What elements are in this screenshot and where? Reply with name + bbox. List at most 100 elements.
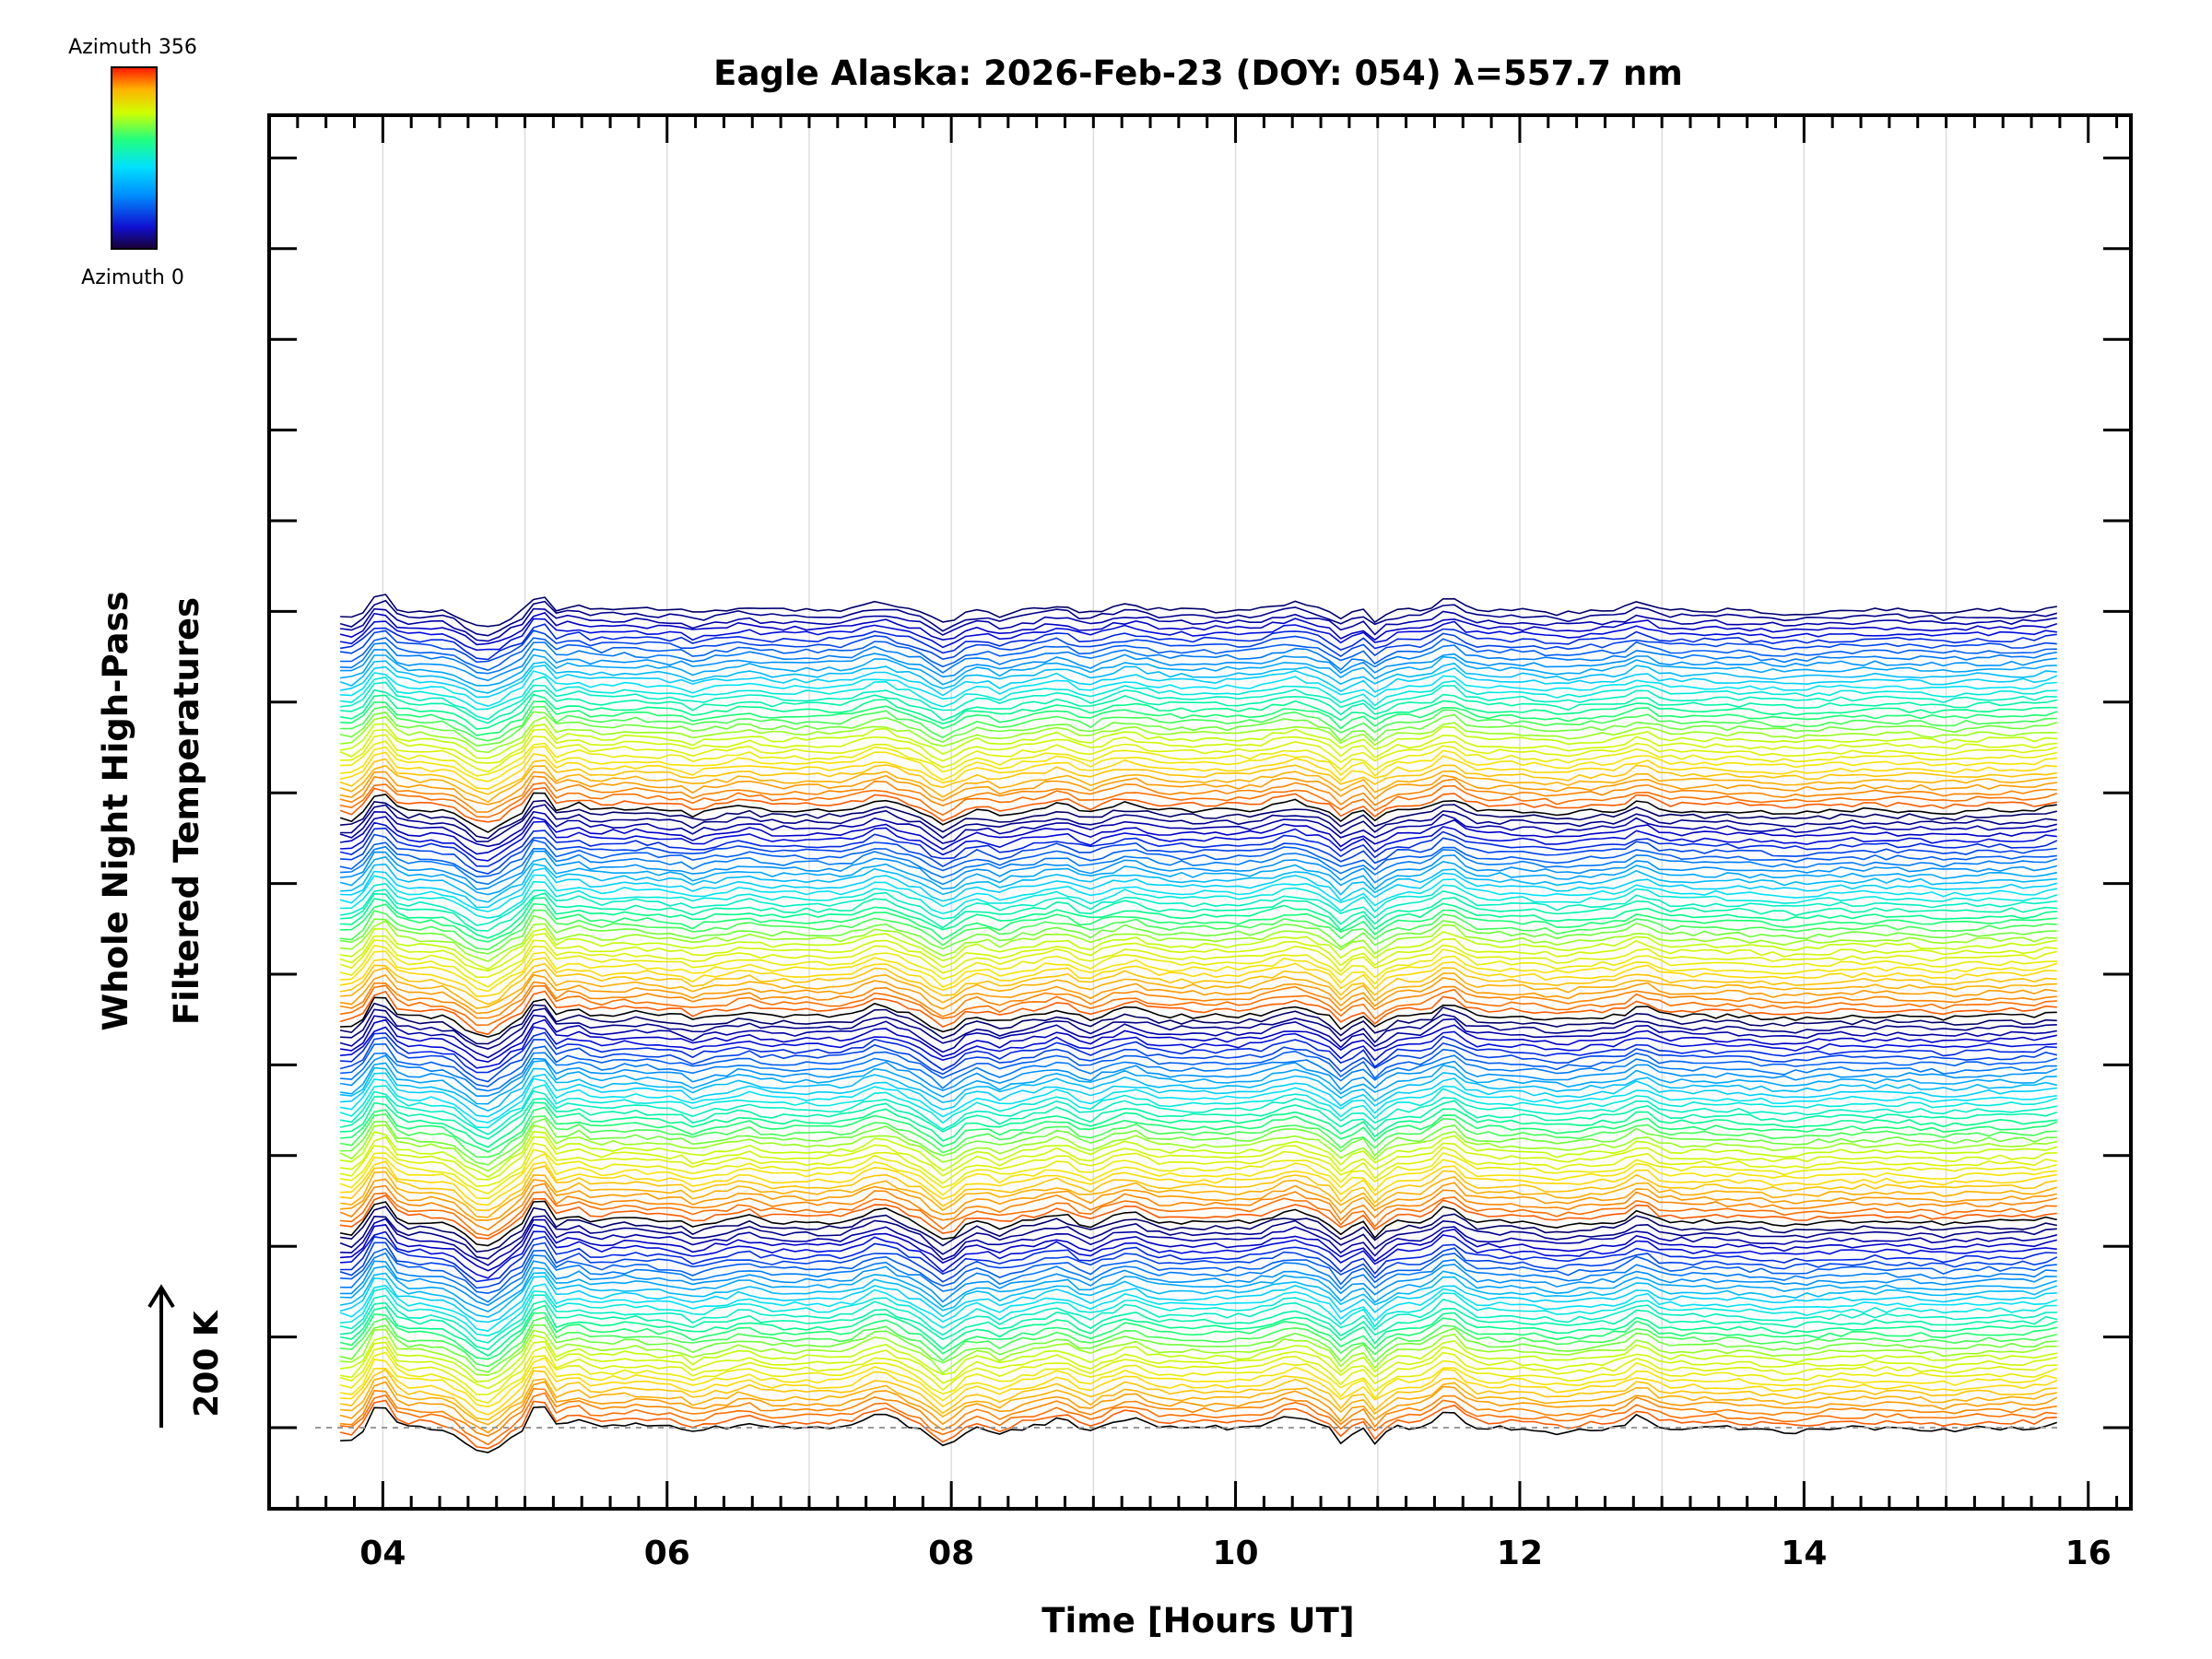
x-tick-label: 06 <box>644 1535 690 1572</box>
series-line <box>340 950 2058 993</box>
x-tick-label: 14 <box>1781 1535 1827 1572</box>
series-line <box>339 1334 2057 1383</box>
series-line <box>339 1200 2057 1247</box>
series-line <box>340 1316 2057 1368</box>
series-line <box>340 1406 2058 1453</box>
series-line <box>339 874 2057 912</box>
series-line <box>339 990 2057 1036</box>
series-line <box>339 618 2057 652</box>
series-line <box>339 888 2057 926</box>
series-line <box>339 1206 2057 1253</box>
series-line <box>339 1312 2057 1360</box>
series-line <box>340 1026 2057 1069</box>
series-line <box>340 1106 2058 1153</box>
series-line <box>339 1089 2057 1135</box>
series-line <box>339 723 2057 759</box>
series-line <box>339 623 2057 661</box>
series-line <box>340 920 2057 962</box>
series-line <box>340 1178 2057 1221</box>
scale-bar: 200 K <box>147 1284 226 1428</box>
series-line <box>340 1230 2057 1279</box>
x-tick-labels: 04 06 08 10 12 14 16 <box>359 1535 2111 1572</box>
series-line <box>340 1223 2057 1272</box>
series-line <box>340 1171 2058 1218</box>
series-line <box>339 1142 2057 1187</box>
series-line <box>339 599 2058 637</box>
series-line <box>339 728 2057 764</box>
series-line <box>339 914 2057 955</box>
series-line <box>339 1096 2058 1140</box>
series-line <box>340 705 2057 742</box>
series-line <box>339 1340 2057 1390</box>
series-line <box>340 1387 2057 1437</box>
series-line <box>339 693 2057 730</box>
series-line <box>339 1112 2057 1159</box>
series-line <box>339 792 2057 833</box>
series-line <box>339 927 2057 971</box>
series-line <box>340 909 2057 951</box>
series-line <box>340 1042 2058 1088</box>
series-line <box>339 957 2057 997</box>
series-line <box>340 1260 2057 1307</box>
axis-ticks <box>269 115 2131 1509</box>
series-line <box>339 1131 2058 1179</box>
series-line <box>339 962 2057 1006</box>
series-line <box>339 1083 2058 1129</box>
colorbar-bottom-label: Azimuth 0 <box>81 266 184 289</box>
series-line <box>340 1072 2057 1118</box>
series-line <box>339 939 2057 979</box>
series-line <box>339 1194 2057 1240</box>
scale-arrow-head <box>147 1284 175 1309</box>
series-line <box>339 1357 2057 1408</box>
series-line <box>340 833 2057 875</box>
series-line <box>339 1135 2057 1181</box>
series-line <box>340 804 2057 842</box>
series-line <box>339 1124 2057 1172</box>
series-line <box>340 1101 2057 1148</box>
series-line <box>339 981 2057 1019</box>
series-line <box>339 1351 2058 1405</box>
series-line <box>340 1218 2058 1266</box>
series-line <box>339 611 2058 646</box>
series-line <box>340 892 2057 932</box>
series-line <box>339 932 2057 972</box>
colorbar-gradient <box>111 66 158 250</box>
series-line <box>340 820 2057 862</box>
series-line <box>339 1369 2057 1421</box>
series-line <box>339 827 2058 867</box>
series-line <box>340 902 2057 943</box>
series-line <box>340 1191 2057 1237</box>
series-line <box>339 629 2057 664</box>
series-line <box>340 734 2058 773</box>
series-line <box>339 1304 2058 1357</box>
x-tick-label: 08 <box>928 1535 974 1572</box>
series-line <box>340 700 2058 736</box>
series-line <box>339 1399 2057 1450</box>
series-line <box>339 810 2057 848</box>
x-tick-label: 10 <box>1212 1535 1258 1572</box>
series-line <box>339 775 2057 813</box>
series-line <box>340 1300 2057 1351</box>
chart-title: Eagle Alaska: 2026-Feb-23 (DOY: 054) λ=5… <box>713 53 1683 93</box>
series-line <box>339 1152 2057 1200</box>
series-line <box>340 1160 2057 1206</box>
series-line <box>340 1375 2057 1426</box>
series-line <box>340 594 2057 628</box>
series-line <box>339 771 2057 806</box>
series-line <box>340 1392 2057 1446</box>
series-line <box>340 648 2057 682</box>
series-line <box>339 1272 2058 1318</box>
series-line <box>339 1215 2057 1260</box>
series-line <box>340 996 2057 1038</box>
series-line <box>340 681 2057 721</box>
series-line <box>339 711 2058 747</box>
series-line <box>339 1283 2058 1332</box>
series-line <box>339 1241 2058 1289</box>
series-line <box>340 845 2058 886</box>
series-line <box>340 967 2057 1010</box>
series-line <box>340 637 2057 672</box>
series-line <box>340 897 2057 939</box>
series-line <box>340 641 2057 675</box>
y-axis-label-line2: Filtered Temperatures <box>167 597 206 1025</box>
